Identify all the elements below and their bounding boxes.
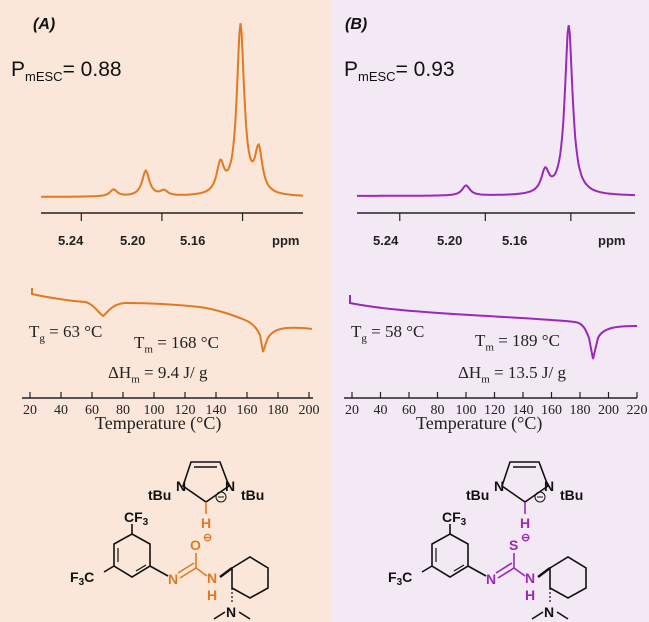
panel-a-nmr-spectrum — [41, 23, 303, 198]
panel-a-structure: N N tBu tBu H CF3 F3C N O ⊖ N H N — [70, 461, 269, 620]
panel-a-dsc-tick-label-9: 200 — [299, 403, 320, 418]
panel-a — [0, 0, 331, 622]
panel-b-dsc-curve — [349, 295, 638, 360]
panel-a-n-imine: N — [168, 571, 178, 587]
panel-b-nmr-tick-1: 5.20 — [437, 233, 462, 248]
panel-a-n1: N — [176, 478, 186, 494]
panel-a-dsc-tick-label-1: 40 — [54, 403, 68, 418]
panel-a-tg: Tg = 63 °C — [29, 322, 103, 345]
panel-a-o-minus: ⊖ — [203, 532, 212, 544]
panel-a-temp-axis-title: Temperature (°C) — [95, 413, 222, 433]
panel-b-tbu-right: tBu — [560, 487, 583, 503]
panel-a-dsc-tick-label-3: 80 — [116, 403, 130, 418]
panel-b-dhm: ΔHm = 13.5 J/ g — [458, 363, 566, 386]
panel-b-dsc: 20 40 60 80 100 120 140 160 180 200 220 — [344, 295, 648, 418]
panel-b-nh-h: H — [525, 587, 535, 603]
panel-b-temp-axis-title: Temperature (°C) — [416, 413, 543, 433]
panel-b-nmr-tick-2: 5.16 — [502, 233, 527, 248]
panel-a-dsc-ticks: 20 40 60 80 100 120 140 160 180 200 — [23, 392, 320, 418]
panel-b-s-minus: ⊖ — [521, 532, 530, 544]
panel-b — [331, 0, 649, 622]
panel-a-pmesc: PmESC= 0.88 — [11, 58, 122, 85]
panel-b-nmr-spectrum — [357, 24, 635, 197]
panel-b-dsc-tick-label-0: 20 — [345, 403, 359, 418]
panel-b-f3c: F3C — [388, 569, 412, 588]
panel-b-nh-n: N — [525, 570, 535, 586]
panel-b-h-carbene: H — [520, 515, 530, 531]
panel-a-label: (A) — [33, 16, 56, 33]
panel-a-nmr-tick-0: 5.24 — [58, 233, 84, 248]
panel-a-tm: Tm = 168 °C — [134, 333, 219, 356]
panel-b-label: (B) — [345, 16, 368, 33]
panel-b-n2: N — [544, 478, 554, 494]
panel-a-dsc-tick-label-2: 60 — [85, 403, 99, 418]
panel-b-n1: N — [494, 478, 504, 494]
panel-a-dsc: 20 40 60 80 100 120 140 160 180 200 — [22, 288, 320, 418]
panel-b-dsc-tick-label-2: 60 — [402, 403, 416, 418]
panel-a-dsc-tick-label-5: 120 — [175, 403, 196, 418]
panel-b-dsc-tick-label-1: 40 — [374, 403, 388, 418]
panel-b-dsc-tick-label-7: 160 — [541, 403, 562, 418]
panel-b-nmr-tick-0: 5.24 — [373, 233, 399, 248]
panel-a-dsc-tick-label-7: 160 — [237, 403, 258, 418]
panel-a-nmr-tick-2: 5.16 — [180, 233, 205, 248]
panel-b-nmr: 5.24 5.20 5.16 ppm — [357, 24, 635, 248]
panel-b-dsc-tick-label-9: 200 — [598, 403, 619, 418]
panel-a-tbu-right: tBu — [241, 487, 264, 503]
panel-a-nh-n: N — [207, 570, 217, 586]
panel-a-dsc-tick-label-6: 140 — [206, 403, 227, 418]
panel-a-f3c: F3C — [70, 569, 94, 588]
panel-b-nme2: N — [544, 604, 554, 620]
panel-a-dsc-tick-label-0: 20 — [23, 403, 37, 418]
panel-a-nme2: N — [226, 604, 236, 620]
panel-a-o: O — [190, 537, 201, 553]
panel-a-nh-h: H — [207, 587, 217, 603]
panel-b-tbu-left: tBu — [466, 487, 489, 503]
panel-a-dhm: ΔHm = 9.4 J/ g — [108, 363, 208, 386]
panel-a-nmr-tick-1: 5.20 — [120, 233, 145, 248]
panel-b-dsc-tick-label-4: 100 — [456, 403, 477, 418]
panel-b-tg: Tg = 58 °C — [351, 322, 425, 345]
panel-a-tbu-left: tBu — [148, 487, 171, 503]
panel-b-dsc-tick-label-3: 80 — [431, 403, 445, 418]
panel-a-dsc-curve — [31, 288, 313, 353]
panel-b-s: S — [509, 537, 518, 553]
panel-b-n-imine: N — [486, 571, 496, 587]
panel-a-cf3: CF3 — [124, 509, 149, 528]
panel-b-dsc-tick-label-8: 180 — [570, 403, 591, 418]
panel-b-dsc-tick-label-10: 220 — [627, 403, 648, 418]
panel-b-dsc-tick-label-6: 140 — [513, 403, 534, 418]
panel-a-n2: N — [225, 478, 235, 494]
panel-a-nmr: 5.24 5.20 5.16 ppm — [41, 23, 303, 248]
panel-b-nmr-unit: ppm — [598, 233, 625, 248]
panel-b-structure: N N tBu tBu H CF3 F3C N S ⊖ N H N — [388, 461, 587, 620]
panel-a-h-carbene: H — [201, 515, 211, 531]
panel-b-cf3: CF3 — [442, 509, 467, 528]
panel-b-tm: Tm = 189 °C — [475, 331, 560, 354]
panel-b-dsc-ticks: 20 40 60 80 100 120 140 160 180 200 220 — [345, 392, 648, 418]
panel-b-pmesc: PmESC= 0.93 — [344, 58, 455, 85]
panel-a-dsc-tick-label-4: 100 — [144, 403, 165, 418]
panel-a-dsc-tick-label-8: 180 — [268, 403, 289, 418]
panel-a-nmr-unit: ppm — [272, 233, 299, 248]
panel-b-dsc-tick-label-5: 120 — [484, 403, 505, 418]
